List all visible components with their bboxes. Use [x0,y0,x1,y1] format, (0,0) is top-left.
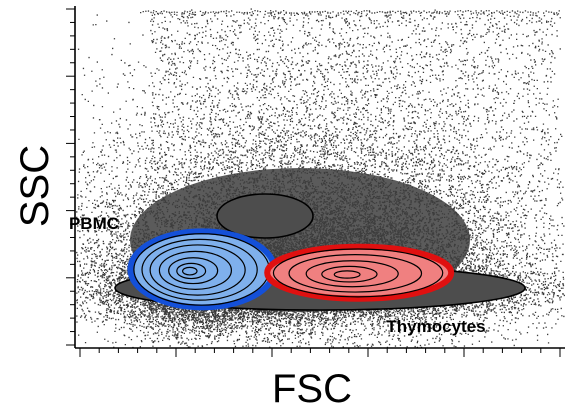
y-axis-title: SSC [13,145,57,227]
pbmc-label: PBMC [69,214,119,233]
density-contour-upper [216,193,314,239]
population-0-contour-1 [141,238,258,301]
population-1-contour-3 [321,265,378,283]
thymocytes-label: Thymocytes [386,317,485,336]
population-0-region [127,228,278,311]
population-1-contour-2 [305,260,399,288]
population-0-contour-2 [149,244,246,296]
population-0-contour-5 [176,262,207,280]
population-1-contour-4 [333,270,361,279]
population-0-contour-3 [158,250,232,290]
population-1-contour-0 [272,248,444,298]
axes [66,6,565,357]
population-0-contour-6 [182,266,198,276]
x-axis-title: FSC [272,367,352,411]
population-0-contour-4 [168,257,219,285]
population-1-contours [264,243,455,302]
population-1-contour-1 [288,254,423,293]
population-contours [127,228,455,311]
population-0-contours [127,228,278,311]
